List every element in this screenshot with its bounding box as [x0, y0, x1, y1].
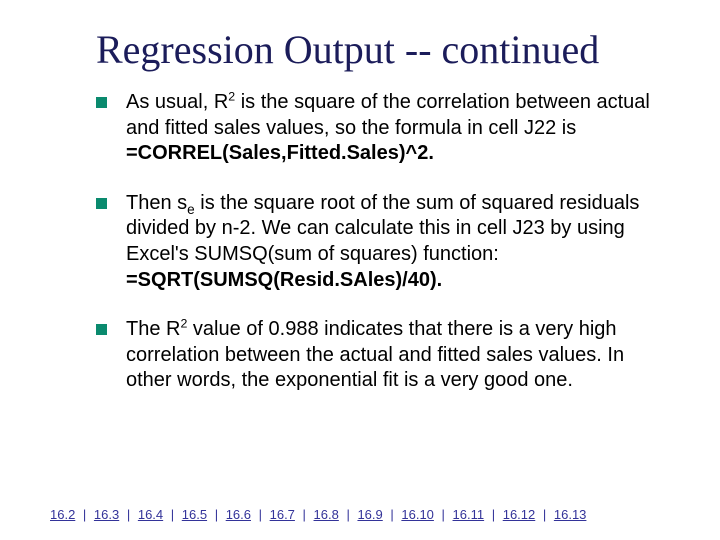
footer-nav: 16.2 | 16.3 | 16.4 | 16.5 | 16.6 | 16.7 …: [50, 507, 680, 522]
footer-link[interactable]: 16.4: [138, 507, 163, 522]
slide-title: Regression Output -- continued: [96, 28, 660, 72]
bullet-text-mid: is the square root of the sum of squared…: [126, 192, 639, 265]
footer-separator: |: [299, 507, 310, 522]
bullet-text-bold: =CORREL(Sales,Fitted.Sales)^2.: [126, 142, 434, 164]
footer-separator: |: [387, 507, 398, 522]
footer-link[interactable]: 16.8: [314, 507, 339, 522]
footer-separator: |: [488, 507, 499, 522]
footer-link[interactable]: 16.11: [453, 507, 485, 522]
footer-separator: |: [123, 507, 134, 522]
bullet-text-bold: =SQRT(SUMSQ(Resid.SAles)/40).: [126, 269, 442, 291]
bullet-text-pre: Then s: [126, 192, 187, 214]
footer-separator: |: [438, 507, 449, 522]
square-bullet-icon: [96, 198, 107, 209]
footer-separator: |: [79, 507, 90, 522]
footer-separator: |: [211, 507, 222, 522]
square-bullet-icon: [96, 324, 107, 335]
footer-link[interactable]: 16.5: [182, 507, 207, 522]
footer-link[interactable]: 16.7: [270, 507, 295, 522]
square-bullet-icon: [96, 97, 107, 108]
footer-link[interactable]: 16.10: [401, 507, 434, 522]
bullet-text-mid: value of 0.988 indicates that there is a…: [126, 318, 624, 391]
footer-link[interactable]: 16.9: [357, 507, 382, 522]
footer-link[interactable]: 16.3: [94, 507, 119, 522]
footer-separator: |: [539, 507, 550, 522]
bullet-list: As usual, R2 is the square of the correl…: [96, 90, 660, 394]
bullet-item: The R2 value of 0.988 indicates that the…: [96, 317, 660, 394]
footer-link[interactable]: 16.13: [554, 507, 587, 522]
footer-separator: |: [255, 507, 266, 522]
bullet-item: Then se is the square root of the sum of…: [96, 191, 660, 293]
bullet-text-sub: e: [187, 202, 195, 217]
footer-link[interactable]: 16.12: [503, 507, 536, 522]
footer-separator: |: [343, 507, 354, 522]
footer-separator: |: [167, 507, 178, 522]
footer-link[interactable]: 16.2: [50, 507, 75, 522]
bullet-text-pre: The R: [126, 318, 180, 340]
bullet-text-pre: As usual, R: [126, 91, 228, 113]
footer-link[interactable]: 16.6: [226, 507, 251, 522]
bullet-item: As usual, R2 is the square of the correl…: [96, 90, 660, 167]
